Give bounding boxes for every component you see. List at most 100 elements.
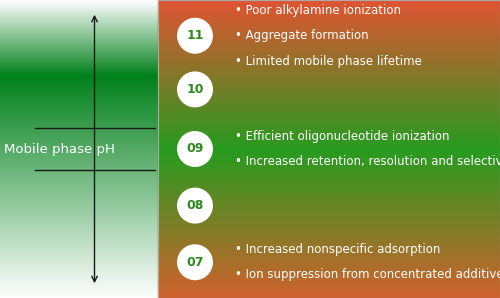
Text: 11: 11: [186, 29, 204, 42]
Bar: [158, 163, 500, 164]
Bar: [0, 121, 158, 122]
Bar: [158, 197, 500, 198]
Bar: [0, 271, 158, 272]
Bar: [158, 289, 500, 290]
Bar: [158, 195, 500, 196]
Bar: [158, 190, 500, 191]
Bar: [0, 261, 158, 262]
Bar: [0, 109, 158, 110]
Bar: [158, 118, 500, 119]
Bar: [0, 90, 158, 91]
Bar: [158, 128, 500, 129]
Bar: [0, 190, 158, 191]
Bar: [158, 2, 500, 3]
Bar: [158, 162, 500, 163]
Bar: [158, 115, 500, 116]
Bar: [0, 260, 158, 261]
Bar: [158, 181, 500, 182]
Bar: [158, 90, 500, 91]
Bar: [0, 289, 158, 290]
Bar: [158, 252, 500, 253]
Bar: [158, 113, 500, 114]
Bar: [0, 36, 158, 37]
Bar: [158, 278, 500, 279]
Bar: [158, 26, 500, 27]
Bar: [158, 110, 500, 111]
Bar: [158, 68, 500, 69]
Bar: [158, 143, 500, 144]
Bar: [158, 250, 500, 251]
Bar: [0, 9, 158, 10]
Bar: [0, 132, 158, 133]
Bar: [0, 157, 158, 158]
Bar: [158, 253, 500, 254]
Bar: [0, 54, 158, 55]
Bar: [158, 74, 500, 75]
Bar: [158, 125, 500, 126]
Bar: [0, 252, 158, 253]
Bar: [0, 0, 158, 1]
Bar: [0, 277, 158, 278]
Bar: [158, 92, 500, 93]
Bar: [158, 201, 500, 202]
Bar: [0, 58, 158, 59]
Bar: [0, 280, 158, 281]
Bar: [0, 273, 158, 274]
Bar: [158, 1, 500, 2]
Bar: [158, 263, 500, 264]
Bar: [0, 164, 158, 165]
Bar: [0, 59, 158, 60]
Bar: [0, 195, 158, 196]
Bar: [158, 179, 500, 180]
Bar: [0, 208, 158, 209]
Bar: [0, 229, 158, 230]
Bar: [0, 249, 158, 250]
Bar: [0, 48, 158, 49]
Bar: [0, 11, 158, 12]
Bar: [158, 43, 500, 44]
Bar: [0, 20, 158, 21]
Bar: [158, 114, 500, 115]
Bar: [0, 25, 158, 26]
Bar: [0, 168, 158, 169]
Bar: [0, 100, 158, 101]
Bar: [158, 279, 500, 280]
Bar: [158, 50, 500, 51]
Bar: [0, 147, 158, 148]
Bar: [0, 187, 158, 188]
Bar: [158, 15, 500, 16]
Bar: [158, 42, 500, 43]
Bar: [158, 165, 500, 166]
Bar: [158, 107, 500, 108]
Bar: [158, 45, 500, 46]
Bar: [158, 178, 500, 179]
Bar: [0, 81, 158, 83]
Bar: [158, 207, 500, 208]
Bar: [158, 268, 500, 269]
Bar: [0, 153, 158, 154]
Bar: [0, 6, 158, 7]
Bar: [0, 68, 158, 69]
Bar: [0, 69, 158, 71]
Bar: [0, 242, 158, 243]
Bar: [0, 170, 158, 171]
Bar: [158, 224, 500, 226]
Bar: [158, 84, 500, 86]
Bar: [0, 2, 158, 3]
Bar: [158, 140, 500, 141]
Bar: [158, 227, 500, 229]
Bar: [0, 32, 158, 33]
Bar: [158, 136, 500, 137]
Bar: [158, 122, 500, 123]
Bar: [158, 167, 500, 168]
Text: • Ion suppression from concentrated additives: • Ion suppression from concentrated addi…: [235, 268, 500, 281]
Bar: [158, 141, 500, 142]
Bar: [158, 170, 500, 171]
Bar: [0, 107, 158, 108]
Bar: [158, 159, 500, 160]
Bar: [0, 5, 158, 6]
Bar: [0, 203, 158, 204]
Bar: [158, 124, 500, 125]
Bar: [158, 62, 500, 63]
Bar: [158, 80, 500, 81]
